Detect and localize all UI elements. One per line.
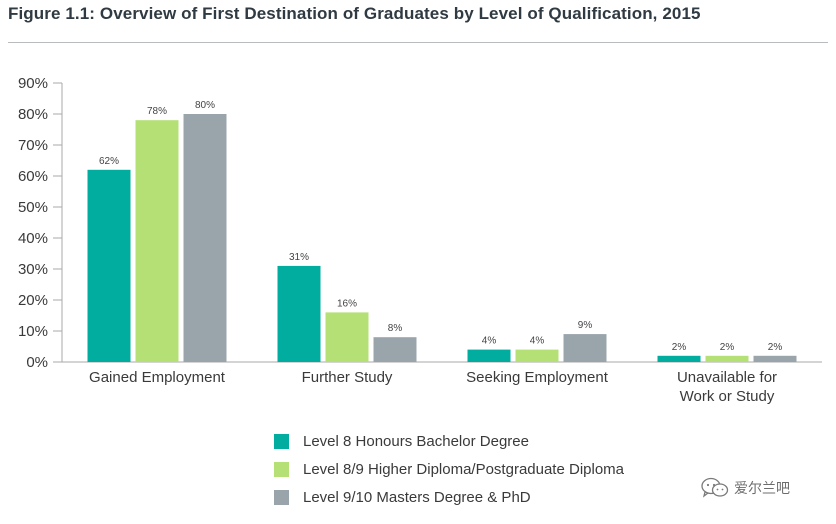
x-category-label: Unavailable for [677,369,777,386]
data-label: 2% [768,342,783,353]
data-label: 4% [482,336,497,347]
legend-item: Level 8/9 Higher Diploma/Postgraduate Di… [274,460,624,478]
y-tick-label: 50% [18,199,48,216]
bar [515,349,559,362]
x-category-label: Gained Employment [89,369,226,386]
data-label: 62% [99,156,119,167]
y-tick-label: 20% [18,292,48,309]
bar [705,355,749,362]
data-label: 16% [337,298,357,309]
x-axis-categories: Gained Employment Further Study Seeking Em… [89,369,777,405]
bar [373,337,417,362]
data-label: 31% [289,252,309,263]
bar [657,355,701,362]
bar [563,334,607,362]
legend-label: Level 8/9 Higher Diploma/Postgraduate Di… [303,460,625,478]
legend-swatch [274,461,289,477]
data-label: 2% [672,342,687,353]
watermark-text: 爱尔兰吧 [734,481,790,497]
legend-swatch [274,489,289,505]
y-tick-label: 10% [18,323,48,340]
legend: Level 8 Honours Bachelor Degree Level 8/… [274,432,624,516]
legend-label: Level 8 Honours Bachelor Degree [303,432,529,450]
y-tick-label: 90% [18,75,48,92]
y-tick-label: 40% [18,230,48,247]
figure-title: Figure 1.1: Overview of First Destinatio… [8,4,701,23]
data-label: 2% [720,342,735,353]
title-divider [8,42,828,43]
legend-label: Level 9/10 Masters Degree & PhD [303,488,531,506]
bars [87,114,797,362]
bar [467,349,511,362]
data-label: 9% [578,320,593,331]
y-tick-label: 70% [18,137,48,154]
data-label: 4% [530,336,545,347]
x-category-label: Further Study [302,369,393,386]
bar [135,120,179,362]
data-labels: 62% 78% 80% 31% 16% 8% 4% 4% 9% 2% 2% 2% [99,100,782,353]
legend-swatch [274,433,289,449]
y-tick-label: 0% [26,354,48,371]
bar [183,114,227,362]
watermark: 爱尔兰吧 [700,477,790,499]
legend-item: Level 9/10 Masters Degree & PhD [274,488,624,506]
x-category-label: Work or Study [680,388,775,405]
data-label: 78% [147,106,167,117]
legend-item: Level 8 Honours Bachelor Degree [274,432,624,450]
y-tick-label: 30% [18,261,48,278]
data-label: 8% [388,323,403,334]
bar [753,355,797,362]
bar [277,265,321,362]
data-label: 80% [195,100,215,111]
bar [325,312,369,362]
x-category-label: Seeking Employment [466,369,609,386]
y-tick-label: 80% [18,106,48,123]
y-tick-label: 60% [18,168,48,185]
bar [87,169,131,362]
wechat-icon [701,477,729,498]
